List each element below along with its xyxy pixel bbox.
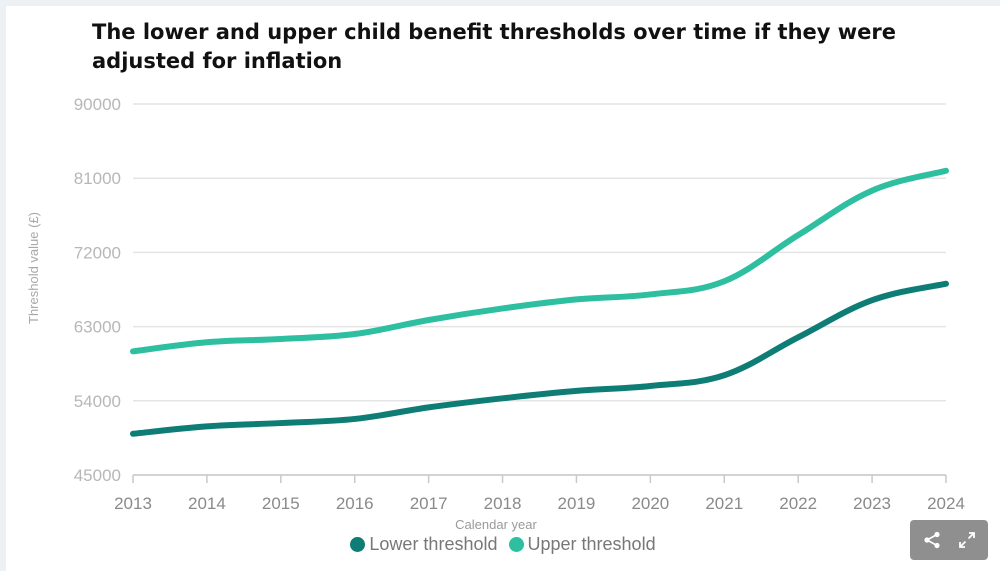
y-tick-label: 63000 — [74, 318, 121, 337]
x-axis-label: Calendar year — [455, 517, 537, 532]
x-tick-label: 2022 — [779, 494, 817, 513]
x-tick-label: 2024 — [927, 494, 965, 513]
y-tick-label: 90000 — [74, 95, 121, 114]
legend-label-lower: Lower threshold — [369, 534, 498, 554]
chart-title: The lower and upper child benefit thresh… — [92, 20, 896, 73]
expand-button[interactable] — [953, 526, 981, 554]
legend-item-upper[interactable]: Upper threshold — [508, 534, 656, 555]
legend-item-lower[interactable]: Lower threshold — [350, 534, 497, 555]
x-tick-label: 2021 — [705, 494, 743, 513]
x-tick-label: 2013 — [114, 494, 152, 513]
expand-icon — [958, 532, 975, 548]
y-tick-label: 81000 — [74, 169, 121, 188]
legend: Lower threshold Upper threshold — [0, 534, 1000, 557]
x-tick-label: 2019 — [558, 494, 596, 513]
y-tick-label: 72000 — [74, 243, 121, 262]
share-button[interactable] — [918, 526, 946, 554]
legend-label-upper: Upper threshold — [527, 534, 656, 554]
series-line-upper[interactable] — [130, 167, 949, 355]
series-line-lower[interactable] — [130, 280, 949, 437]
y-axis-label: Threshold value (£) — [26, 212, 41, 324]
y-tick-label: 54000 — [74, 392, 121, 411]
x-tick-label: 2015 — [262, 494, 300, 513]
x-tick-label: 2017 — [410, 494, 448, 513]
chart-toolbar — [910, 520, 988, 560]
x-tick-label: 2020 — [631, 494, 669, 513]
y-tick-label: 45000 — [74, 466, 121, 485]
x-tick-label: 2023 — [853, 494, 891, 513]
x-tick-label: 2016 — [336, 494, 374, 513]
x-tick-label: 2018 — [484, 494, 522, 513]
x-tick-label: 2014 — [188, 494, 226, 513]
legend-dot-upper-icon — [508, 537, 524, 552]
legend-dot-lower-icon — [350, 537, 366, 552]
share-icon — [923, 531, 940, 549]
